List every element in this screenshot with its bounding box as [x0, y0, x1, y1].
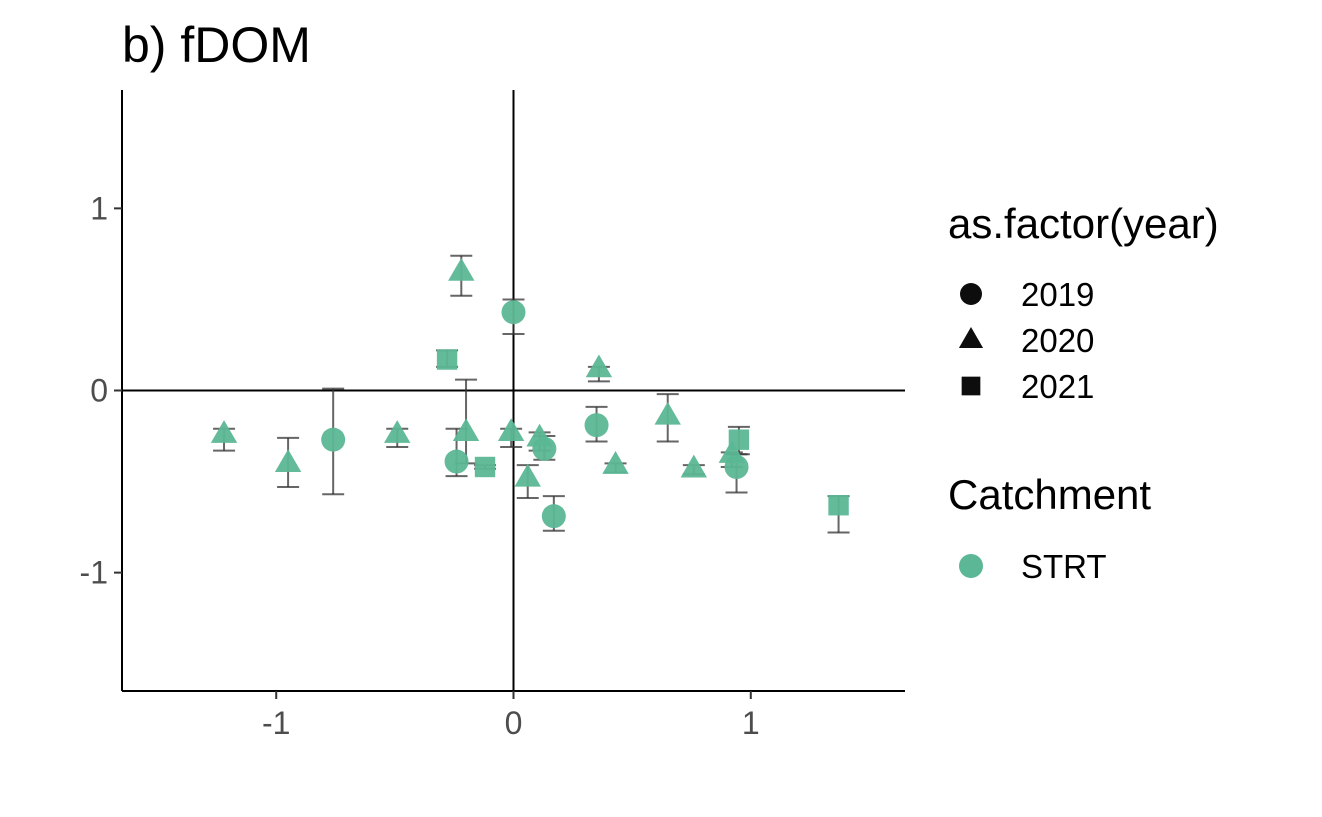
legend-shape-label: 2019: [1021, 276, 1094, 313]
x-tick-label: 0: [505, 705, 523, 741]
data-point-triangle: [210, 420, 238, 443]
x-tick-label: 1: [742, 705, 760, 741]
data-point-triangle: [680, 454, 708, 478]
data-points: [210, 257, 849, 529]
legend-key-square: [961, 376, 981, 396]
error-bars: [213, 254, 850, 534]
legend-shape-label: 2021: [1021, 368, 1094, 405]
legend-key-circle: [960, 283, 982, 305]
y-tick-label: -1: [80, 555, 108, 591]
legend-color-items: STRT: [959, 548, 1107, 585]
legend-key-triangle: [958, 327, 984, 348]
data-point-square: [474, 456, 496, 478]
data-point-triangle: [585, 354, 613, 378]
legend-color-title: Catchment: [948, 471, 1151, 518]
data-point-triangle: [526, 423, 553, 447]
data-point-circle: [584, 413, 609, 438]
axes: -1 0 1 -1 0 1: [80, 90, 905, 741]
data-point-circle: [321, 427, 346, 452]
plot-reference-lines: [122, 90, 905, 691]
legend: as.factor(year) 2019 2020 2021 Catchment S…: [948, 200, 1219, 585]
data-point-triangle: [384, 420, 411, 443]
data-point-square: [728, 429, 750, 450]
x-tick-label: -1: [262, 705, 290, 741]
y-tick-label: 1: [90, 190, 108, 226]
chart-title: b) fDOM: [122, 17, 311, 73]
data-point-triangle: [718, 440, 745, 463]
data-point-circle: [444, 449, 469, 474]
data-point-square: [828, 495, 849, 516]
legend-color-label: STRT: [1021, 548, 1107, 585]
data-point-circle: [541, 504, 566, 529]
legend-shape-label: 2020: [1021, 322, 1094, 359]
data-point-circle: [501, 300, 526, 325]
data-point-triangle: [654, 401, 681, 425]
data-point-triangle: [602, 451, 629, 474]
y-tick-label: 0: [90, 373, 108, 409]
legend-shape-title: as.factor(year): [948, 200, 1219, 247]
data-point-triangle: [497, 418, 525, 442]
data-point-triangle: [448, 257, 475, 281]
legend-key-color: [959, 554, 983, 578]
data-point-triangle: [274, 449, 302, 473]
data-point-triangle: [514, 463, 541, 487]
legend-shape-items: 2019 2020 2021: [958, 276, 1094, 405]
data-point-triangle: [452, 418, 480, 442]
data-point-square: [436, 349, 458, 370]
